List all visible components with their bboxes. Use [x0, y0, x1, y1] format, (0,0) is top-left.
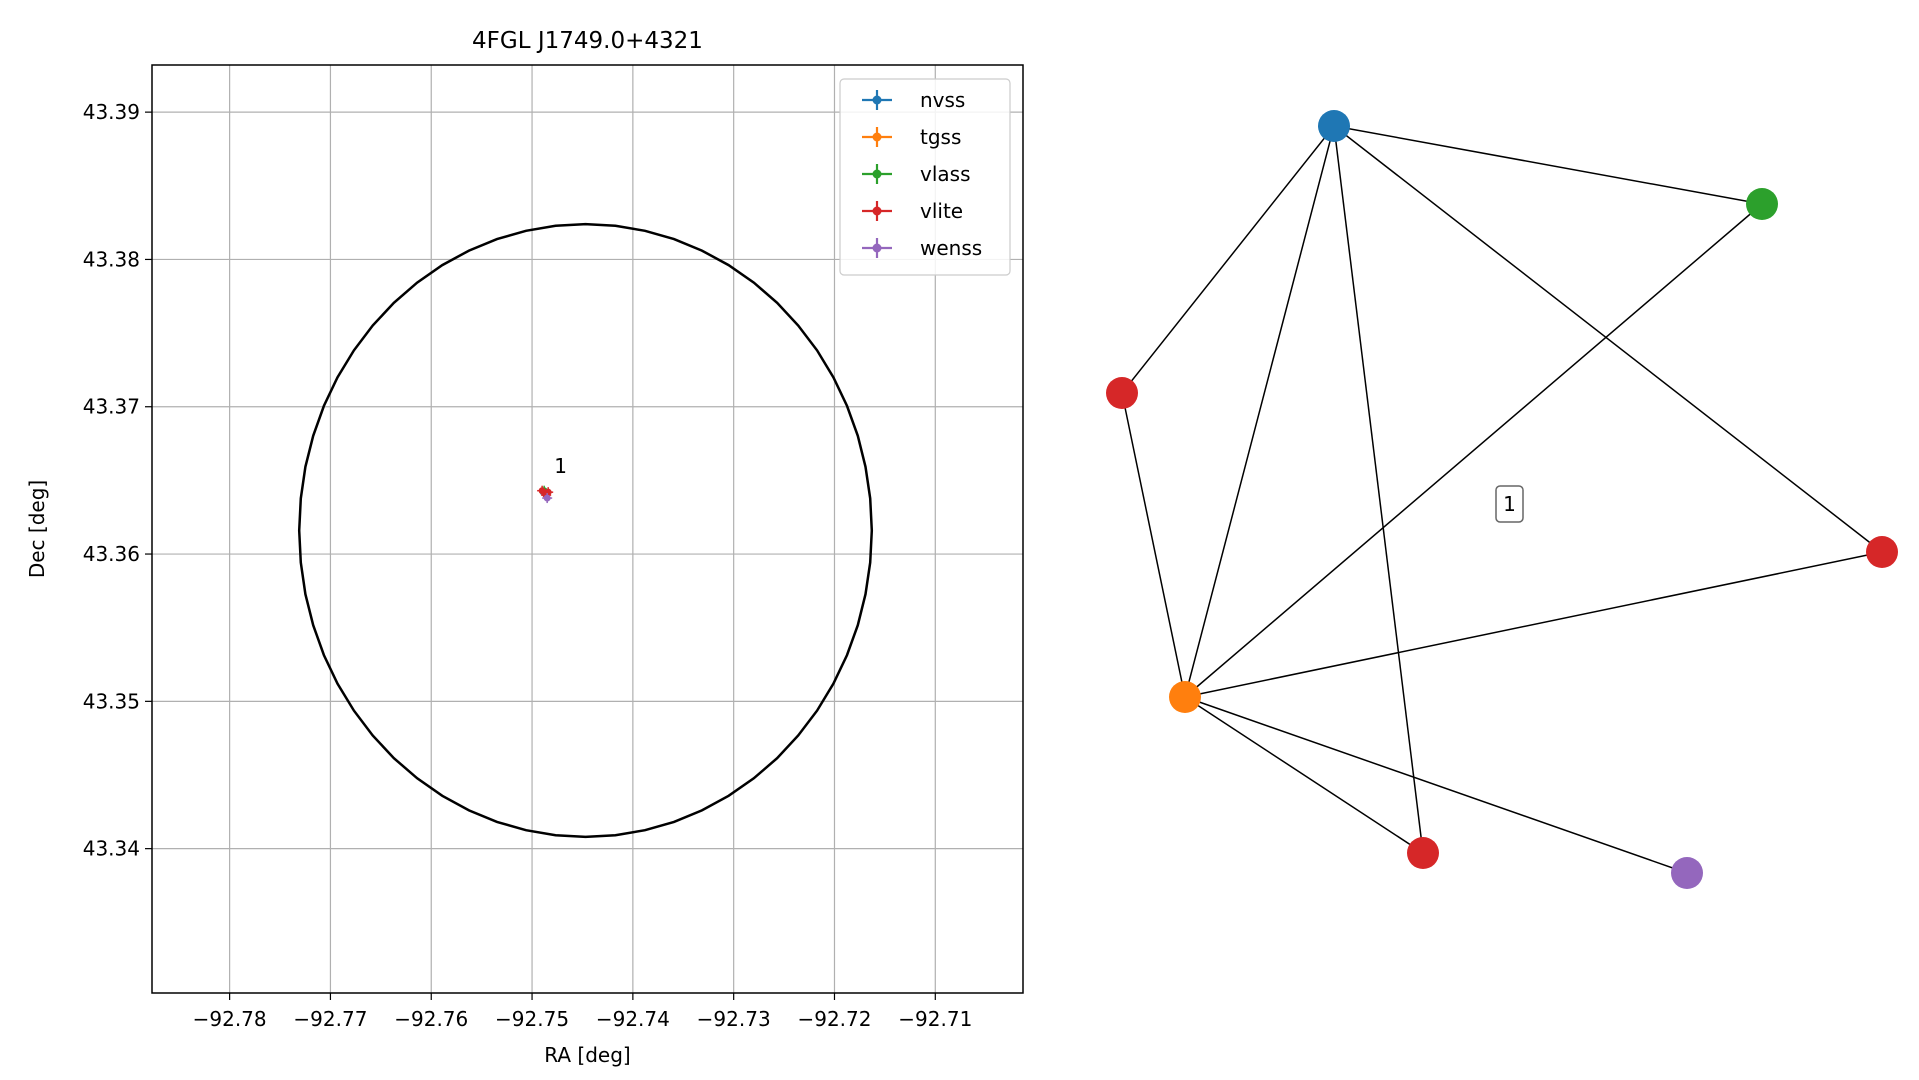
edge-tgss-vlite_c	[1184, 696, 1424, 854]
edge-tgss-wenss	[1184, 696, 1688, 874]
plot-frame	[151, 64, 1024, 994]
node-vlite_c	[1407, 837, 1439, 869]
graph-label-text: 1	[1503, 492, 1516, 516]
x-tick-label: −92.74	[596, 1007, 670, 1031]
point-wenss	[542, 493, 553, 504]
legend-entry-vlite: vlite	[862, 199, 963, 223]
legend-label: nvss	[920, 88, 965, 112]
x-tick-label: −92.78	[193, 1007, 267, 1031]
edge-vlite_a-tgss	[1121, 392, 1186, 698]
edge-vlite_b-tgss	[1184, 551, 1883, 698]
y-axis-label: Dec [deg]	[25, 480, 49, 578]
localization-ellipse	[297, 222, 874, 839]
source-points	[537, 485, 554, 504]
legend-entry-nvss: nvss	[862, 88, 965, 112]
x-tick-label: −92.72	[797, 1007, 871, 1031]
edge-nvss-vlite_c	[1333, 125, 1424, 854]
y-tick-label: 43.39	[83, 100, 140, 124]
edge-vlass-tgss	[1184, 203, 1763, 698]
graph-nodes	[1106, 110, 1898, 889]
node-wenss	[1671, 857, 1703, 889]
edge-nvss-tgss	[1184, 125, 1335, 698]
edge-nvss-vlass	[1333, 125, 1763, 205]
node-nvss	[1318, 110, 1350, 142]
annotation-label: 1	[554, 454, 567, 478]
y-tick-label: 43.34	[83, 837, 140, 861]
legend-entry-tgss: tgss	[862, 125, 961, 149]
legend-label: tgss	[920, 125, 961, 149]
x-axis-label: RA [deg]	[544, 1043, 630, 1067]
y-axis-ticks: 43.34 43.35 43.36 43.37 43.38 43.39	[83, 100, 152, 861]
legend-entry-wenss: wenss	[862, 236, 982, 260]
node-vlass	[1746, 188, 1778, 220]
association-graph: 1	[1106, 110, 1898, 889]
x-tick-label: −92.73	[697, 1007, 771, 1031]
legend-entry-vlass: vlass	[862, 162, 971, 186]
node-vlite_a	[1106, 377, 1138, 409]
x-axis-ticks: −92.78 −92.77 −92.76 −92.75 −92.74 −92.73 −92.…	[193, 993, 972, 1031]
graph-label-box: 1	[1495, 485, 1524, 523]
x-tick-label: −92.77	[293, 1007, 367, 1031]
legend-label: vlass	[920, 162, 971, 186]
x-tick-label: −92.71	[898, 1007, 972, 1031]
chart-title: 4FGL J1749.0+4321	[472, 28, 703, 54]
node-tgss	[1169, 681, 1201, 713]
legend-box	[839, 78, 1011, 276]
y-tick-label: 43.35	[83, 689, 140, 713]
edge-nvss-vlite_b	[1333, 125, 1883, 553]
edge-nvss-vlite_a	[1121, 125, 1335, 394]
graph-edges	[1121, 125, 1883, 874]
y-tick-label: 43.38	[83, 247, 140, 271]
x-tick-label: −92.76	[394, 1007, 468, 1031]
legend-label: wenss	[920, 236, 982, 260]
legend: nvss tgss vlass vlite wenss	[839, 78, 1011, 276]
radio-position-plot: 1 −92.78 −92.77 −92.76 −92.75 −92.74 −92.73 −9…	[25, 28, 1024, 1067]
x-tick-label: −92.75	[495, 1007, 569, 1031]
legend-label: vlite	[920, 199, 963, 223]
graph-label-frame	[1495, 485, 1524, 523]
node-vlite_b	[1866, 536, 1898, 568]
y-tick-label: 43.37	[83, 395, 140, 419]
y-tick-label: 43.36	[83, 542, 140, 566]
